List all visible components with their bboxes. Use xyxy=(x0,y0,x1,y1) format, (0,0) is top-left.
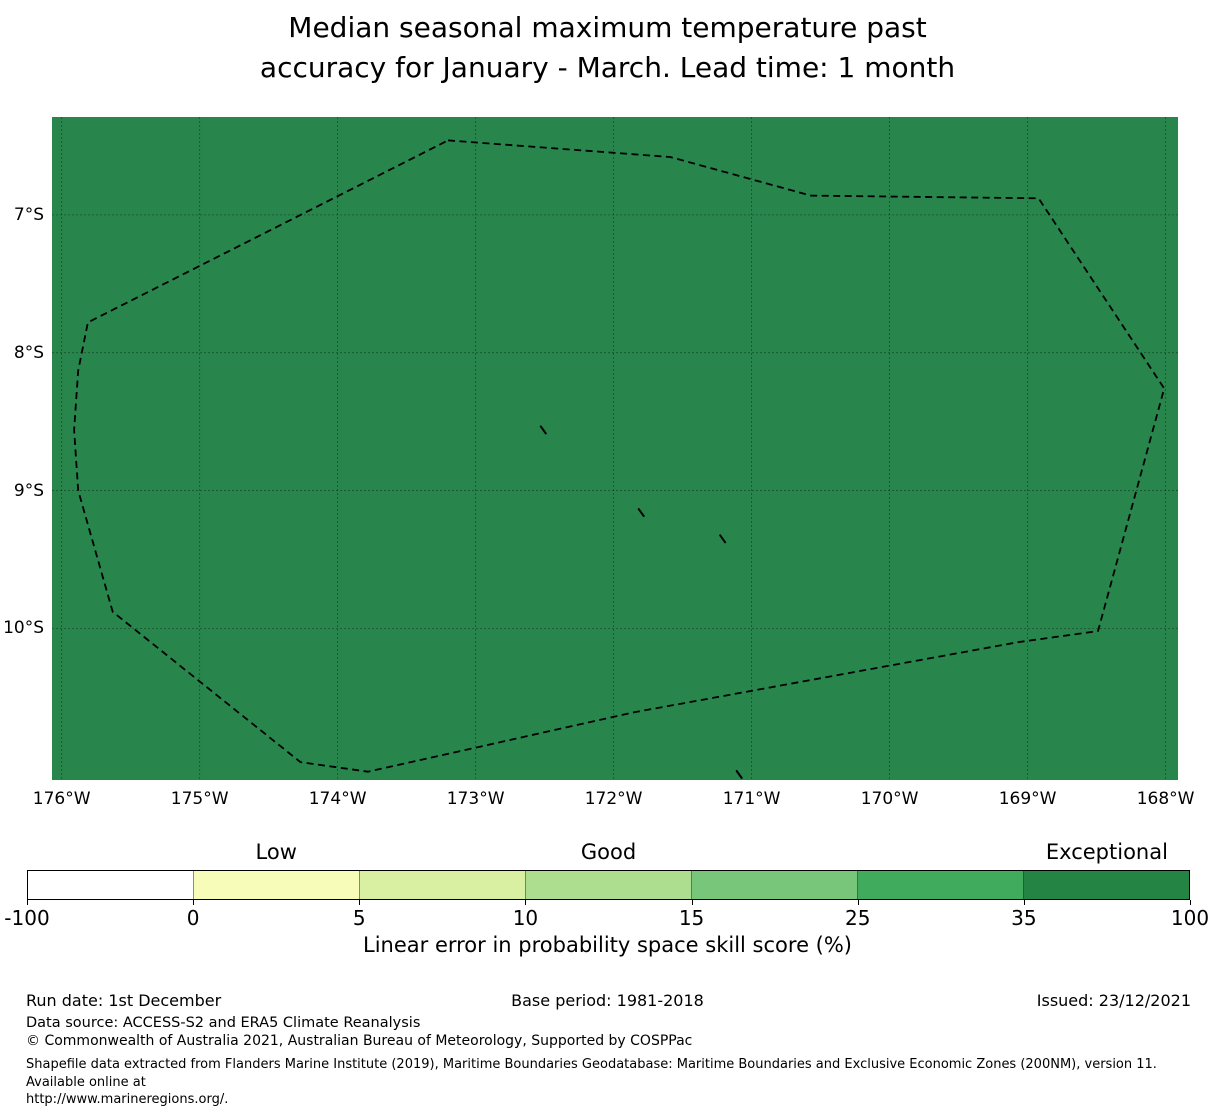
x-tick-label: 169°W xyxy=(998,789,1057,809)
colorbar-tick-label: 35 xyxy=(1011,906,1037,930)
colorbar-tick-label: 25 xyxy=(844,906,871,930)
x-tick-label: 170°W xyxy=(860,789,919,809)
chart-title-line2: accuracy for January - March. Lead time:… xyxy=(259,51,956,84)
colorbar-axis-label: Linear error in probability space skill … xyxy=(363,933,852,957)
island-mark xyxy=(735,769,743,779)
map-area xyxy=(52,117,1178,780)
colorbar-tick xyxy=(1190,900,1191,905)
x-tick-label: 175°W xyxy=(170,789,229,809)
map-canvas xyxy=(52,117,1178,780)
issued-text: Issued: 23/12/2021 xyxy=(1036,991,1191,1010)
y-tick-label: 10°S xyxy=(3,618,44,639)
y-tick-label: 7°S xyxy=(13,204,44,225)
x-tick-label: 173°W xyxy=(446,789,505,809)
x-tick-label: 174°W xyxy=(308,789,367,809)
colorbar-tick-label: 0 xyxy=(186,906,200,930)
island-mark xyxy=(719,534,727,544)
colorbar-segment xyxy=(526,871,692,899)
colorbar xyxy=(27,870,1190,900)
colorbar-tick xyxy=(27,900,28,905)
x-tick-label: 171°W xyxy=(722,789,781,809)
data-source-text: Data source: ACCESS-S2 and ERA5 Climate … xyxy=(26,1015,421,1031)
island-mark xyxy=(539,425,547,435)
colorbar-tick xyxy=(1023,900,1025,905)
x-tick-label: 168°W xyxy=(1136,789,1195,809)
colorbar-segment xyxy=(1024,871,1189,899)
chart-title-line1: Median seasonal maximum temperature past xyxy=(288,11,927,44)
colorbar-tick xyxy=(525,900,527,905)
colorbar-tick-label: 100 xyxy=(1170,906,1210,930)
map-grid xyxy=(52,117,1178,780)
colorbar-segment xyxy=(28,871,194,899)
shapefile-note-line1: Shapefile data extracted from Flanders M… xyxy=(26,1057,1157,1090)
footer-row: Run date: 1st December Base period: 1981… xyxy=(0,991,1215,1011)
eez-boundary xyxy=(73,139,1166,773)
colorbar-segment xyxy=(858,871,1024,899)
y-tick-label: 9°S xyxy=(13,480,44,501)
colorbar-tick-label: 10 xyxy=(512,906,539,930)
colorbar-tick xyxy=(359,900,361,905)
colorbar-tick-label: 15 xyxy=(678,906,705,930)
colorbar-tick-label: 5 xyxy=(352,906,366,930)
y-tick-label: 8°S xyxy=(13,342,44,363)
x-tick-label: 176°W xyxy=(32,789,91,809)
colorbar-segment xyxy=(360,871,526,899)
base-period-text: Base period: 1981-2018 xyxy=(511,991,704,1010)
copyright-text: © Commonwealth of Australia 2021, Austra… xyxy=(26,1033,693,1049)
island-mark xyxy=(637,508,645,518)
chart-title: Median seasonal maximum temperature past… xyxy=(0,8,1215,88)
colorbar-tick xyxy=(857,900,859,905)
shapefile-note: Shapefile data extracted from Flanders M… xyxy=(26,1056,1196,1109)
colorbar-tick xyxy=(193,900,195,905)
colorbar-segment xyxy=(194,871,360,899)
colorbar-category-label: Low xyxy=(255,840,297,864)
colorbar-tick xyxy=(691,900,693,905)
colorbar-category-label: Good xyxy=(580,840,637,864)
run-date-text: Run date: 1st December xyxy=(26,991,222,1010)
island-marks xyxy=(539,425,743,779)
colorbar-tick-label: -100 xyxy=(4,906,50,930)
colorbar-segment xyxy=(692,871,858,899)
shapefile-note-line2: http://www.marineregions.org/. xyxy=(26,1092,229,1107)
x-tick-label: 172°W xyxy=(584,789,643,809)
colorbar-category-label: Exceptional xyxy=(1045,840,1168,864)
